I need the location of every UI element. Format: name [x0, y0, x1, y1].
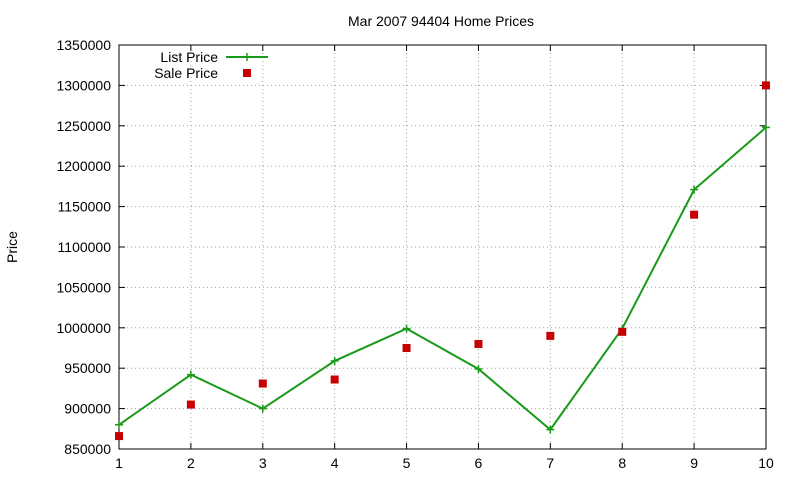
gridlines: [119, 45, 766, 449]
data-point: [330, 375, 339, 384]
data-point: [762, 81, 770, 90]
y-axis-label: Price: [4, 231, 20, 263]
series-sale-price: [115, 81, 770, 441]
data-point: [402, 344, 411, 352]
y-tick-label: 1150000: [58, 199, 112, 215]
chart-title: Mar 2007 94404 Home Prices: [348, 13, 534, 29]
x-tick-label: 3: [259, 455, 267, 471]
y-tick-label: 1350000: [56, 37, 111, 53]
series-list-price: [115, 123, 770, 434]
y-tick-label: 1300000: [56, 77, 111, 93]
y-tick-label: 850000: [64, 441, 111, 457]
data-point: [762, 123, 770, 132]
x-tick-label: 7: [546, 455, 554, 471]
data-point: [474, 365, 483, 374]
data-point: [690, 210, 699, 219]
data-point: [115, 420, 123, 429]
y-tick-label: 1100000: [58, 239, 112, 255]
tick-labels: 850000 900000 950000 1000000 1050000 1100000 1…: [56, 37, 774, 471]
data-point: [115, 432, 123, 441]
x-tick-label: 10: [758, 455, 774, 471]
x-tick-label: 1: [115, 455, 123, 471]
y-tick-label: 1000000: [56, 320, 111, 336]
data-point: [330, 356, 339, 365]
data-point: [186, 400, 195, 409]
y-tick-label: 900000: [64, 401, 111, 417]
legend-marker: [243, 69, 251, 77]
data-point: [546, 331, 555, 340]
legend-label: List Price: [160, 49, 218, 65]
legend-marker: [243, 53, 251, 61]
x-tick-label: 5: [403, 455, 411, 471]
data-point: [618, 327, 627, 336]
series-line: [118, 126, 767, 432]
data-point: [258, 404, 267, 413]
x-tick-label: 8: [618, 455, 626, 471]
legend-label: Sale Price: [154, 65, 218, 81]
axes: [118, 44, 767, 450]
y-tick-label: 1050000: [56, 279, 111, 295]
data-point: [474, 339, 483, 348]
y-tick-label: 1200000: [56, 158, 111, 174]
data-point: [258, 379, 267, 388]
data-point: [546, 425, 555, 434]
x-tick-label: 9: [690, 455, 698, 471]
plot-frame: [118, 44, 767, 450]
data-point: [186, 370, 195, 379]
x-tick-label: 4: [331, 455, 339, 471]
y-tick-label: 1250000: [56, 118, 111, 134]
x-tick-label: 6: [475, 455, 483, 471]
data-point: [690, 185, 699, 194]
data-series: [115, 81, 770, 441]
data-point: [402, 324, 411, 333]
y-tick-label: 950000: [64, 360, 111, 376]
x-tick-label: 2: [187, 455, 195, 471]
